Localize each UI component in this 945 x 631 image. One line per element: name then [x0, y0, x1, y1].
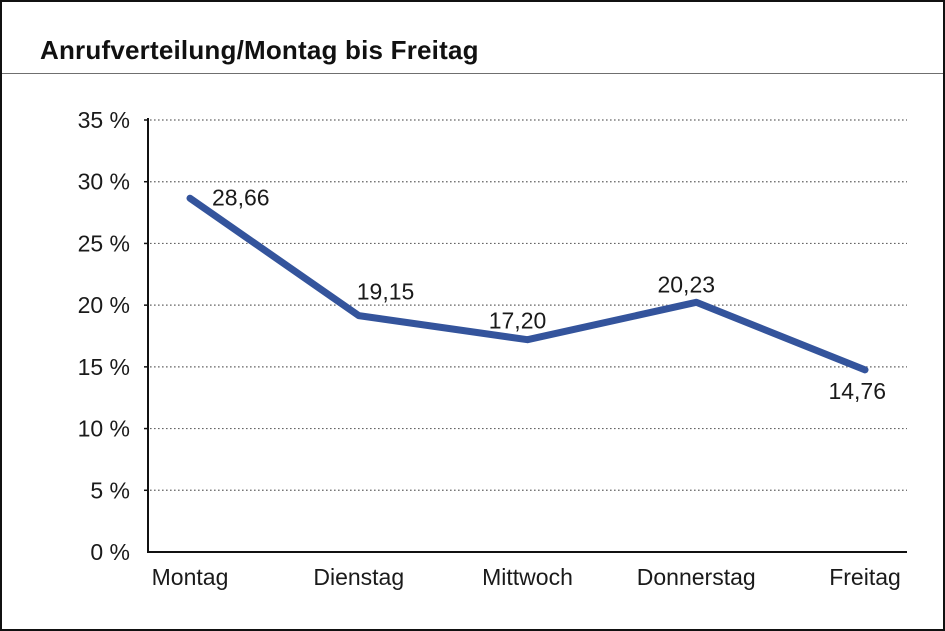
category-label: Dienstag [313, 564, 404, 590]
y-tick-label: 5 % [90, 477, 130, 503]
data-label: 20,23 [657, 271, 715, 297]
data-label: 17,20 [489, 308, 547, 334]
y-tick-label: 10 % [78, 416, 130, 442]
y-tick-label: 35 % [78, 107, 130, 133]
data-label: 28,66 [212, 184, 270, 210]
y-tick-label: 20 % [78, 292, 130, 318]
data-label: 14,76 [828, 378, 886, 404]
category-label: Freitag [829, 564, 901, 590]
data-label: 19,15 [357, 279, 415, 305]
y-tick-label: 0 % [90, 539, 130, 565]
category-label: Donnerstag [637, 564, 756, 590]
title-divider [2, 73, 943, 74]
series-line [186, 194, 869, 374]
y-tick-label: 25 % [78, 230, 130, 256]
chart-title: Anrufverteilung/Montag bis Freitag [40, 35, 479, 65]
y-tick-label: 15 % [78, 354, 130, 380]
category-label: Montag [152, 564, 229, 590]
y-tick-label: 30 % [78, 169, 130, 195]
category-label: Mittwoch [482, 564, 573, 590]
